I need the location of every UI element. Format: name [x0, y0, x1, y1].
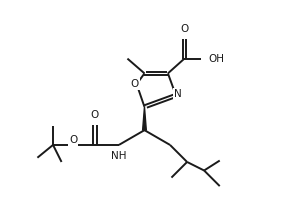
Text: O: O — [180, 24, 189, 34]
Text: NH: NH — [111, 151, 127, 161]
Text: O: O — [131, 79, 139, 89]
Text: O: O — [69, 135, 77, 145]
Text: N: N — [174, 89, 182, 99]
Polygon shape — [143, 107, 146, 130]
Text: O: O — [91, 110, 99, 120]
Text: OH: OH — [208, 54, 225, 64]
